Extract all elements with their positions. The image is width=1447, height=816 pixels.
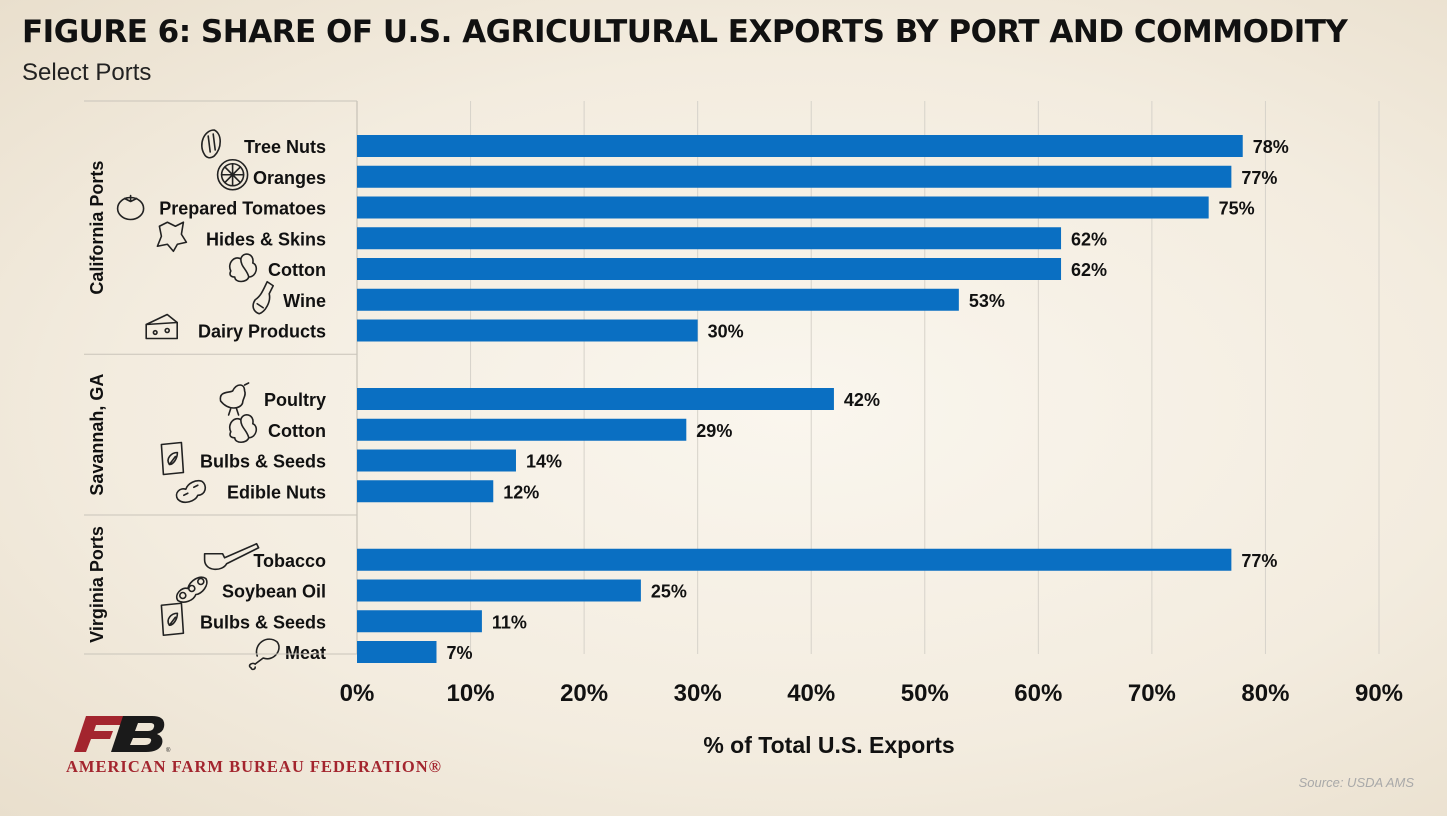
data-label: 11%: [492, 612, 527, 632]
x-tick-label: 0%: [340, 680, 375, 707]
bar: [357, 480, 494, 503]
x-tick-label: 10%: [447, 680, 495, 707]
chicken-icon: [219, 382, 250, 416]
data-label: 77%: [1241, 551, 1277, 571]
category-label: Wine: [283, 291, 326, 311]
bar: [357, 641, 437, 663]
cotton-icon: [229, 414, 258, 444]
data-label: 12%: [503, 482, 539, 502]
category-label: Tree Nuts: [244, 137, 326, 157]
x-tick-label: 90%: [1355, 680, 1403, 707]
tomato-icon: [116, 194, 145, 221]
bar: [357, 548, 1232, 571]
bar: [357, 135, 1243, 157]
wine-bottle-icon: [252, 280, 275, 315]
peanut-icon: [175, 479, 207, 504]
x-tick-label: 30%: [674, 680, 722, 707]
bar: [357, 227, 1062, 250]
data-label: 29%: [696, 421, 732, 441]
category-label: Poultry: [264, 390, 326, 410]
bar: [357, 610, 482, 633]
bar: [357, 449, 516, 472]
category-label: Dairy Products: [198, 322, 326, 342]
group-label: Savannah, GA: [87, 374, 107, 496]
data-label: 78%: [1253, 137, 1289, 157]
category-label: Soybean Oil: [222, 582, 326, 602]
bar: [357, 579, 641, 602]
soybean-icon: [176, 576, 208, 603]
data-label: 25%: [651, 582, 687, 602]
category-label: Prepared Tomatoes: [159, 199, 326, 219]
category-label: Tobacco: [253, 551, 326, 571]
bar: [357, 418, 687, 441]
category-label: Cotton: [268, 421, 326, 441]
drumstick-icon: [248, 638, 280, 671]
seed-packet-icon: [160, 441, 185, 476]
data-label: 30%: [708, 322, 744, 342]
category-label: Edible Nuts: [227, 482, 326, 502]
group-label: California Ports: [87, 161, 107, 295]
x-tick-label: 20%: [560, 680, 608, 707]
group-label: Virginia Ports: [87, 526, 107, 643]
category-label: Bulbs & Seeds: [200, 612, 326, 632]
hide-icon: [156, 221, 188, 253]
orange-icon: [216, 158, 249, 191]
category-label: Oranges: [253, 168, 326, 188]
data-label: 77%: [1241, 168, 1277, 188]
data-label: 75%: [1219, 199, 1255, 219]
tree-nut-icon: [201, 129, 221, 159]
x-tick-label: 40%: [787, 680, 835, 707]
chart-subtitle: Select Ports: [22, 59, 152, 86]
category-label: Cotton: [268, 260, 326, 280]
svg-text:®: ®: [166, 747, 171, 754]
data-label: 53%: [969, 291, 1005, 311]
bar: [357, 319, 698, 342]
source-note: Source: USDA AMS: [1298, 775, 1414, 790]
cotton-icon: [229, 253, 258, 283]
bar: [357, 288, 959, 311]
afbf-logo-icon: ®: [66, 712, 176, 759]
bar: [357, 388, 834, 410]
bar: [357, 258, 1062, 280]
organization-name: AMERICAN FARM BUREAU FEDERATION®: [66, 757, 443, 776]
x-tick-label: 60%: [1014, 680, 1062, 707]
x-tick-label: 70%: [1128, 680, 1176, 707]
data-label: 62%: [1071, 260, 1107, 280]
data-label: 7%: [446, 643, 472, 663]
x-tick-label: 80%: [1241, 680, 1289, 707]
data-label: 42%: [844, 390, 880, 410]
data-label: 14%: [526, 452, 562, 472]
data-label: 62%: [1071, 229, 1107, 249]
bar: [357, 196, 1209, 219]
x-axis-title: % of Total U.S. Exports: [703, 732, 955, 758]
category-label: Bulbs & Seeds: [200, 452, 326, 472]
bar: [357, 165, 1232, 188]
category-label: Hides & Skins: [206, 229, 326, 249]
cheese-icon: [145, 313, 178, 340]
category-label: Meat: [285, 643, 326, 663]
seed-packet-icon: [160, 602, 185, 637]
pipe-icon: [203, 542, 260, 571]
chart-title: FIGURE 6: SHARE OF U.S. AGRICULTURAL EXP…: [22, 14, 1348, 50]
x-tick-label: 50%: [901, 680, 949, 707]
